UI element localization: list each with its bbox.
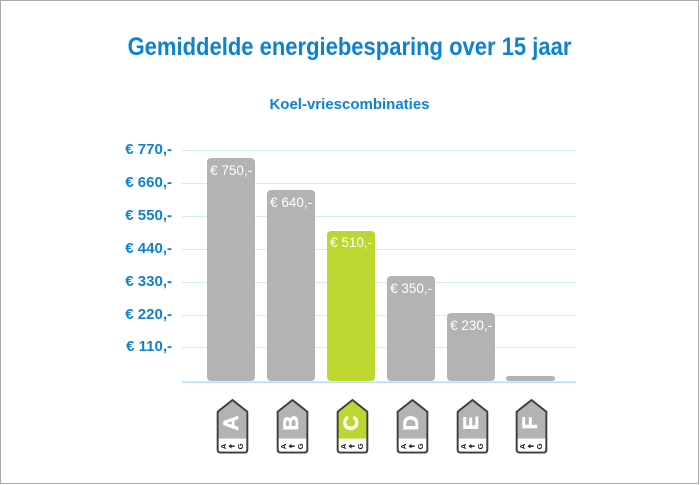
svg-text:F: F (520, 416, 543, 429)
svg-text:G: G (475, 443, 484, 449)
svg-text:A: A (220, 415, 243, 430)
svg-text:G: G (416, 443, 425, 449)
svg-text:D: D (400, 415, 423, 430)
svg-text:G: G (356, 443, 365, 449)
svg-text:G: G (296, 443, 305, 449)
svg-text:A: A (519, 443, 528, 449)
svg-text:A: A (399, 443, 408, 449)
svg-text:A: A (459, 443, 468, 449)
svg-text:A: A (219, 443, 228, 449)
svg-text:A: A (339, 443, 348, 449)
svg-text:A: A (279, 443, 288, 449)
svg-text:E: E (460, 416, 483, 430)
svg-text:G: G (535, 443, 544, 449)
svg-text:B: B (280, 415, 303, 430)
svg-text:C: C (340, 415, 363, 430)
svg-text:G: G (236, 443, 245, 449)
